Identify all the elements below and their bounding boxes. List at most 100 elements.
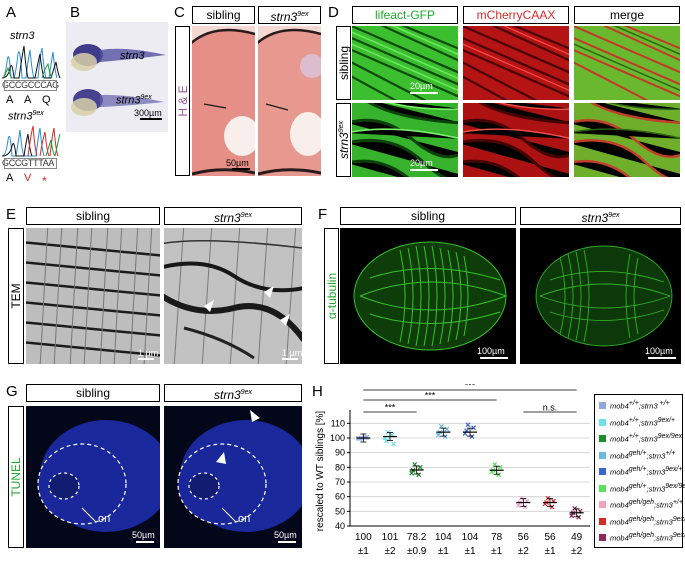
y-tick-label: 110 [331,418,345,428]
data-point [409,470,415,476]
legend-swatch [599,501,606,508]
legend-label: mob4+/+;strn39ex/+ [610,416,675,428]
mean-label: 78.2 [407,532,427,543]
panel-e-header-sibling: sibling [26,207,160,225]
legend-swatch [599,418,606,426]
data-point [549,504,555,510]
sem-label: ±1 [358,546,369,557]
mut-aa-3: * [42,174,47,188]
mean-label: 100 [355,532,372,543]
panel-g-header-strn3: strn39ex [164,384,302,402]
panel-d-header-mcherry: mCherryCAAX [463,6,569,24]
embryo-photo [66,22,168,132]
tunel-image-sibling [26,406,160,548]
panel-g-scalebar-2 [278,541,296,543]
data-point [545,495,551,501]
data-point [385,429,391,435]
wt-aa-2: A [24,94,32,106]
legend-swatch [599,468,606,475]
y-tick-label: 60 [335,492,345,502]
data-point [384,438,389,444]
sem-label: ±0.9 [407,546,427,557]
ns-bracket-label: n.s. [543,403,558,413]
d-strn3-lifeact [352,103,458,177]
legend-swatch [599,517,606,525]
panel-d-scalebar-2-label: 20µm [410,158,433,168]
panel-d-row-strn3: strn39ex [336,103,351,177]
legend-label: mob4+/+;strn3 +/+ [610,400,670,411]
panel-f-letter: F [318,206,328,223]
panel-e-side-label: TEM [8,228,24,364]
mut-aa-1: A [6,172,14,184]
panel-f-header-strn3: strn39ex [520,207,681,225]
tubulin-image-sibling [340,228,516,364]
growth-chart: 40 50 60 70 80 90 100 110 rescaled to WT sibling… [315,384,590,557]
panel-d-header-lifeact: lifeact-GFP [352,6,458,24]
mean-label: 101 [382,532,399,543]
panel-g-header-sibling: sibling [26,384,160,402]
legend-swatch [599,534,606,541]
data-point [416,472,422,478]
legend-label: mob4geh/+;strn39ex/+ [610,466,683,477]
panel-d-scalebar-1-label: 20µm [410,81,433,91]
mut-sequence-box [4,158,57,169]
he-image-sibling [192,26,255,176]
sem-label: ±2 [571,546,582,557]
panel-g-scalebar-1 [136,541,154,543]
panel-d-scalebar-2 [410,169,438,171]
sem-label: ±2 [518,546,529,557]
panel-d-header-merge: merge [574,6,680,24]
panel-e-scalebar-2-label: 1 µm [282,348,303,358]
d-strn3-mcherry [463,103,569,177]
sem-label: ±2 [384,546,395,557]
legend-swatch [599,451,606,459]
wt-sequence: GCCGCCCAG [2,80,59,90]
tunel-image-strn3 [164,406,302,548]
panel-c-letter: C [174,4,185,21]
y-axis-label: rescaled to WT siblings [%] [315,411,326,532]
panel-d-letter: D [328,4,339,21]
embryo-label-strn3: strn3 [120,50,145,62]
sem-label: ±1 [464,546,475,557]
panel-f-scalebar-2 [648,357,676,359]
panel-g-scalebar-2-label: 50µm [274,530,297,540]
d-sibling-lifeact [352,26,458,100]
data-point [572,505,578,511]
wt-aa-1: A [6,94,14,106]
data-point [438,423,444,429]
wt-sequence-box [4,80,57,91]
data-point [515,503,521,508]
data-point [391,441,396,447]
wt-chromatogram [2,45,61,79]
d-strn3-merge [574,103,680,177]
panel-f-header-sibling: sibling [340,207,516,225]
sem-label: ±1 [544,546,555,557]
panel-a-mut-label: strn39ex [8,110,44,123]
mut-sequence: GCCGTTTAA [2,158,55,168]
panel-f-scalebar-2-label: 100µm [645,346,673,356]
legend-swatch [599,402,606,409]
panel-g-letter: G [6,383,18,400]
data-point [522,504,528,510]
legend-label: mob4geh/geh;strn39ex/+ [610,515,685,527]
panel-g-side-label: TUNEL [8,406,24,548]
panel-e-scalebar-1 [138,358,154,360]
sem-label: ±1 [438,546,449,557]
tem-image-strn3 [164,228,302,364]
panel-c-scalebar-label: 50µm [226,158,249,168]
y-tick-label: 80 [335,462,345,472]
legend-label: mob4+/+;strn39ex/9ex [610,433,683,444]
panel-a-letter: A [6,4,17,21]
data-point [518,495,524,501]
y-tick-label: 40 [335,521,345,531]
embryo-label-strn3-9ex: strn39ex [116,94,152,107]
legend-label: mob4geh/geh;strn3+/+ [610,499,683,510]
panel-c-side-label: H & E [175,26,190,176]
y-tick-label: 90 [335,448,345,458]
d-sibling-merge [574,26,680,100]
data-point [492,461,498,467]
data-point [576,514,582,520]
mean-label: 78 [491,532,503,543]
legend-swatch [599,484,606,492]
panel-f-scalebar-1 [480,357,508,359]
